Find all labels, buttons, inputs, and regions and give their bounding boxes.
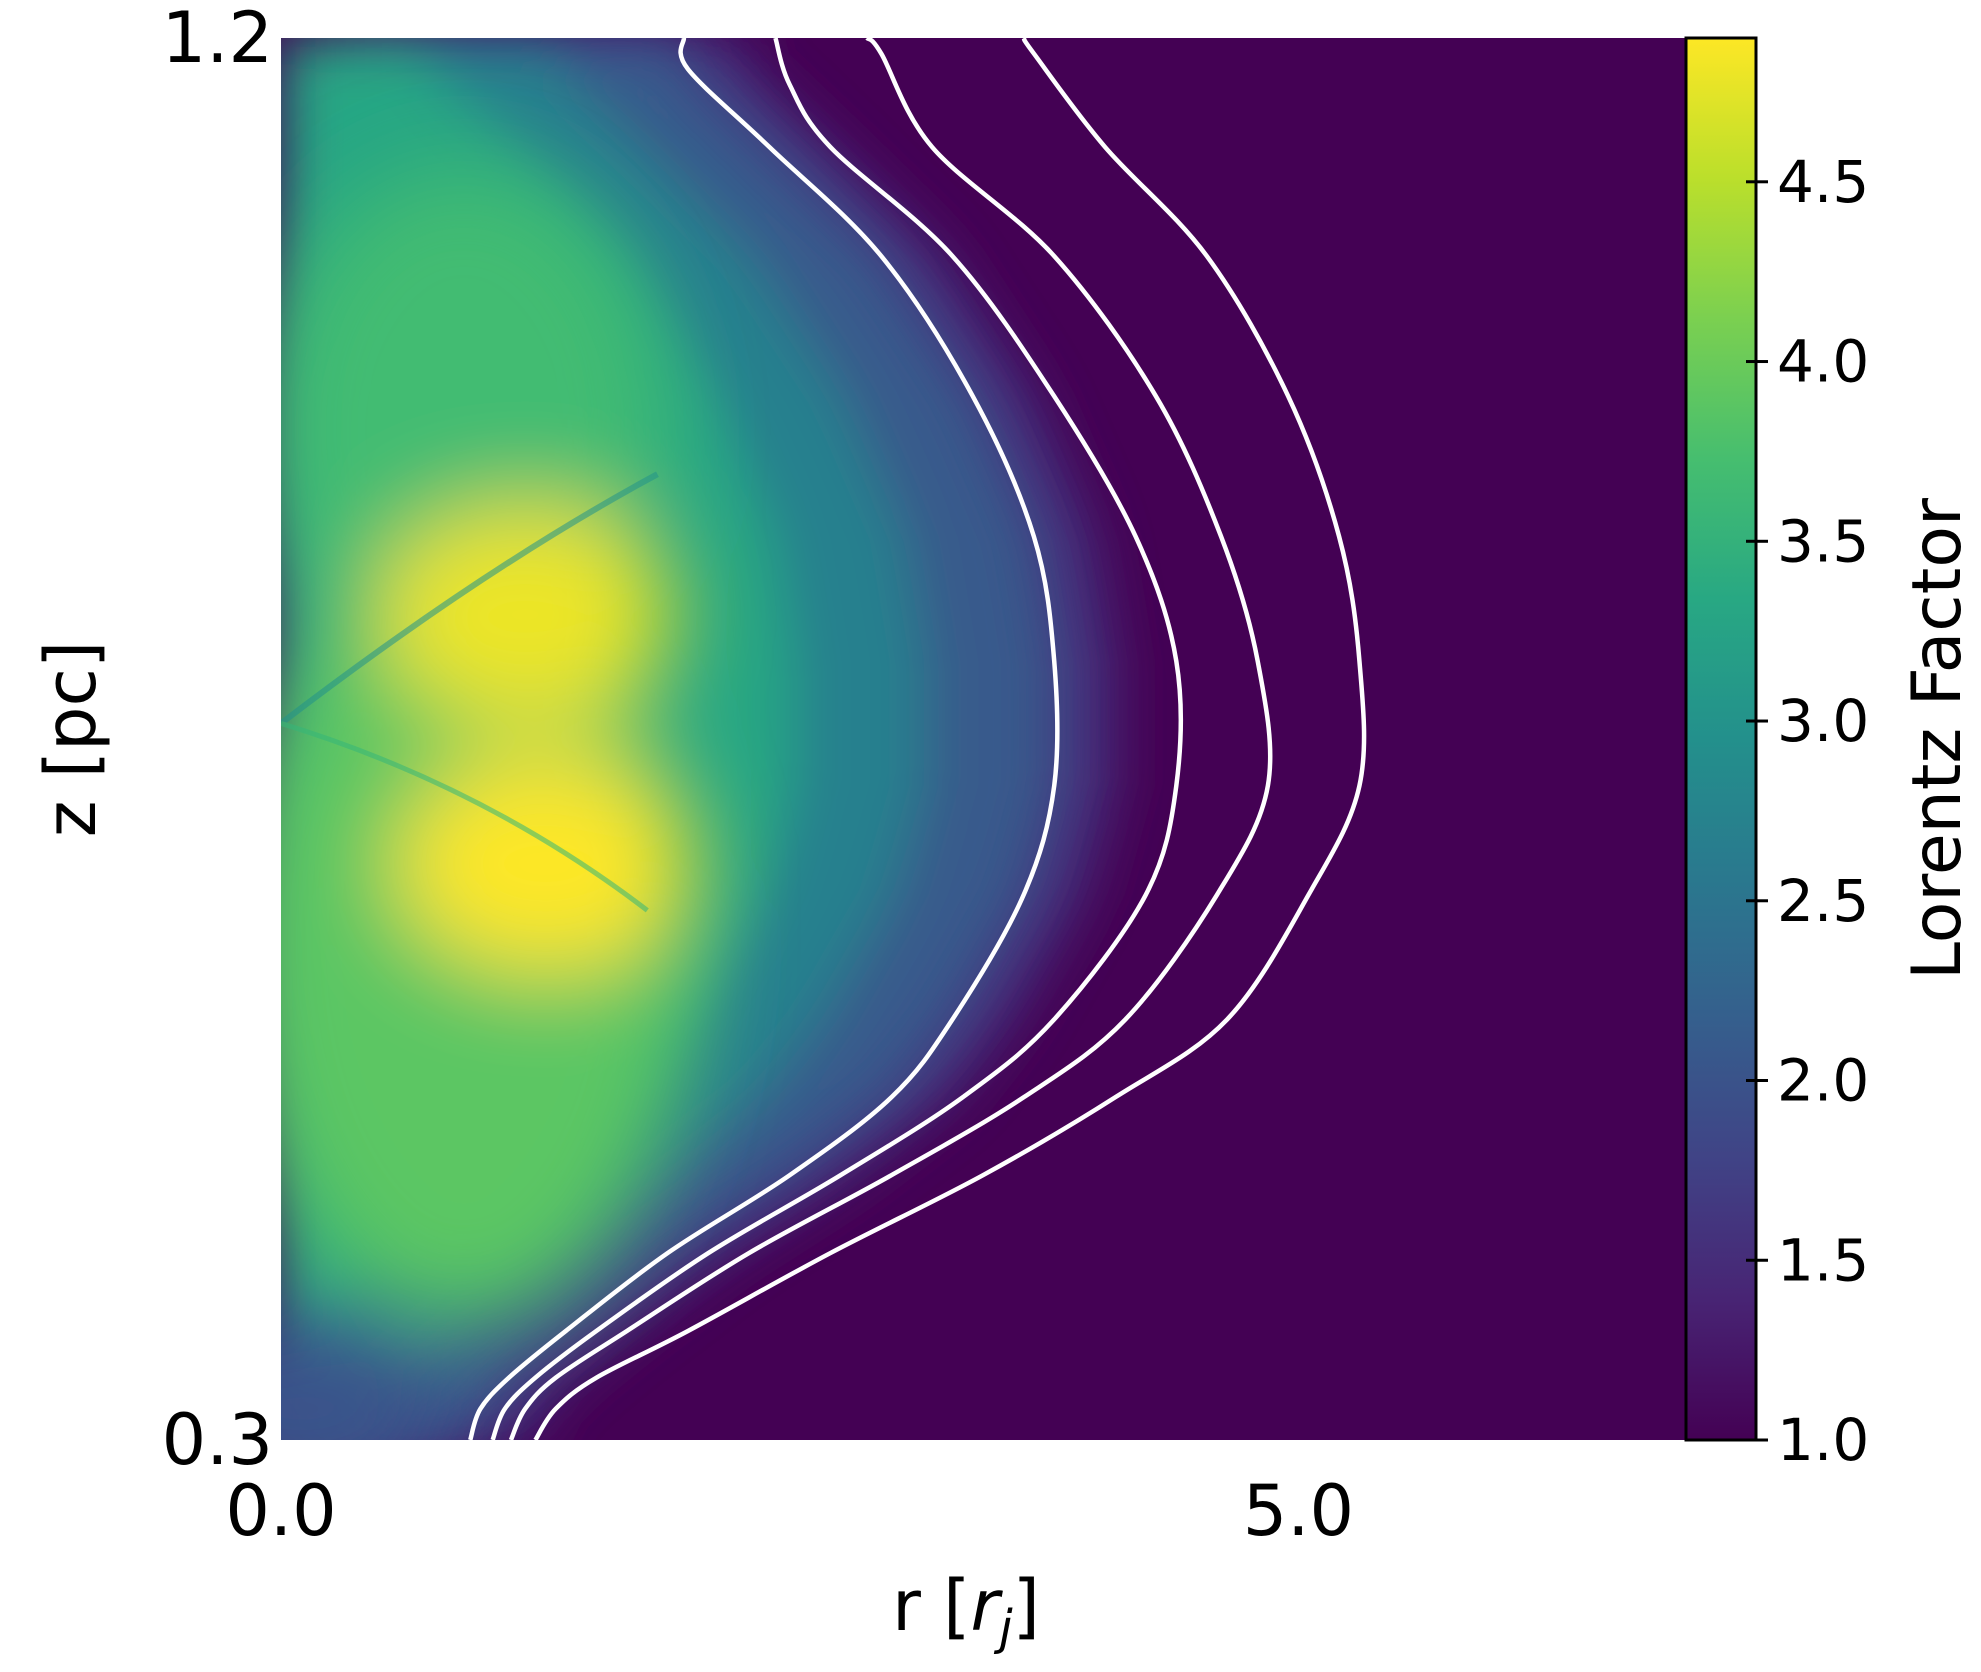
y-axis-label: z [pc]: [30, 641, 112, 838]
colorbar-tick-label: 4.5: [1777, 148, 1869, 216]
colorbar-gradient: [1686, 38, 1756, 1440]
colorbar-tick-label: 4.0: [1777, 328, 1869, 396]
colorbar-tick-label: 3.0: [1777, 687, 1869, 755]
colorbar-tick-label: 1.5: [1777, 1226, 1869, 1294]
colorbar-tick-label: 2.0: [1777, 1047, 1869, 1115]
colorbar-tick-label: 3.5: [1777, 507, 1869, 575]
jet-core: [281, 167, 696, 1440]
x-axis-label: r [rj]: [892, 1565, 1040, 1656]
x-tick-label: 5.0: [1243, 1470, 1354, 1552]
shock-front: [281, 471, 659, 913]
contour-line-2: [490, 38, 1184, 1440]
x-tick-label: 0.0: [225, 1470, 336, 1552]
x-axis-ticks: 0.0 5.0: [225, 1470, 1354, 1552]
y-tick-label: 1.2: [162, 0, 273, 79]
lorentz-factor-heatmap: [281, 38, 1115, 1440]
contour-lines: [468, 38, 1367, 1440]
colorbar-tick-label: 1.0: [1777, 1406, 1869, 1474]
colorbar: 1.0 1.5 2.0 2.5 3.0 3.5 4.0 4.5 Lorentz Factor: [1684, 36, 1977, 1474]
colorbar-label: Lorentz Factor: [1898, 498, 1977, 980]
contour-line-4: [533, 38, 1367, 1440]
contour-line-3: [508, 38, 1273, 1440]
y-tick-label: 0.3: [162, 1399, 273, 1481]
colorbar-tick-label: 2.5: [1777, 867, 1869, 935]
contour-line-1: [468, 38, 1060, 1440]
plot-area: [281, 38, 1685, 1440]
colorbar-ticks: 1.0 1.5 2.0 2.5 3.0 3.5 4.0 4.5: [1746, 148, 1869, 1474]
colorbar-frame: [1684, 36, 1758, 1442]
y-axis-ticks: 0.3 1.2: [162, 0, 273, 1481]
